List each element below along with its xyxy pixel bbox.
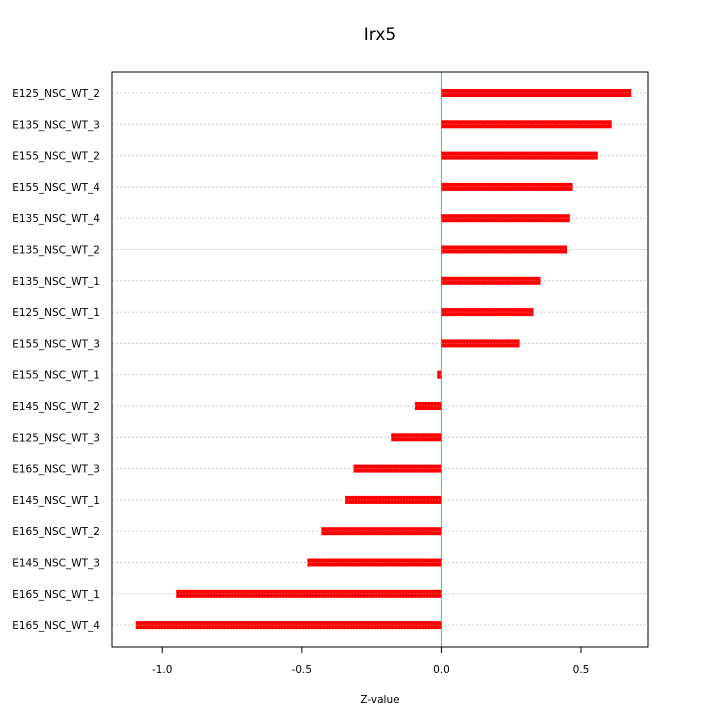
- bar-E125_NSC_WT_3: [391, 433, 442, 442]
- x-tick-label: -0.5: [292, 664, 313, 676]
- bar-E135_NSC_WT_1: [441, 276, 541, 285]
- bar-E135_NSC_WT_4: [441, 214, 570, 223]
- plot-frame: [111, 71, 649, 648]
- category-label: E155_NSC_WT_1: [12, 370, 100, 382]
- category-label: E135_NSC_WT_2: [12, 245, 100, 257]
- category-label: E135_NSC_WT_1: [12, 276, 100, 288]
- bar-E125_NSC_WT_2: [441, 89, 632, 97]
- category-label: E125_NSC_WT_1: [12, 307, 100, 319]
- category-label: E135_NSC_WT_3: [12, 119, 100, 131]
- category-label: E125_NSC_WT_3: [12, 432, 100, 444]
- x-tick-label: 0.0: [433, 664, 450, 676]
- bar-E125_NSC_WT_1: [441, 308, 534, 317]
- bar-E155_NSC_WT_1: [437, 370, 442, 379]
- category-label: E145_NSC_WT_3: [12, 558, 100, 570]
- category-label: E155_NSC_WT_2: [12, 151, 100, 163]
- category-label: E145_NSC_WT_1: [12, 495, 100, 507]
- bar-E165_NSC_WT_4: [135, 621, 442, 630]
- category-label: E165_NSC_WT_3: [12, 464, 100, 476]
- category-labels: E125_NSC_WT_2 E135_NSC_WT_3 E155_NSC_WT_2 E…: [12, 88, 100, 632]
- x-axis: -1.0 -0.5 0.0 0.5: [152, 647, 589, 676]
- category-label: E135_NSC_WT_4: [12, 213, 100, 225]
- bar-E145_NSC_WT_2: [414, 402, 442, 410]
- category-label: E165_NSC_WT_2: [12, 526, 100, 538]
- bar-E165_NSC_WT_3: [353, 464, 442, 473]
- bar-E135_NSC_WT_3: [441, 120, 612, 129]
- bar-E135_NSC_WT_2: [441, 245, 568, 254]
- category-label: E165_NSC_WT_1: [12, 589, 100, 601]
- x-axis-label: Z-value: [360, 694, 399, 706]
- x-tick-label: 0.5: [573, 664, 590, 676]
- chart-title: Irx5: [364, 25, 396, 45]
- category-label: E155_NSC_WT_3: [12, 338, 100, 350]
- category-label: E155_NSC_WT_4: [12, 182, 100, 194]
- bar-E155_NSC_WT_4: [441, 182, 573, 191]
- category-label: E145_NSC_WT_2: [12, 401, 100, 413]
- category-label: E165_NSC_WT_4: [12, 620, 100, 632]
- x-tick-label: -1.0: [152, 664, 173, 676]
- bars: [135, 89, 632, 630]
- grid-lines: [112, 92, 648, 626]
- category-label: E125_NSC_WT_2: [12, 88, 100, 100]
